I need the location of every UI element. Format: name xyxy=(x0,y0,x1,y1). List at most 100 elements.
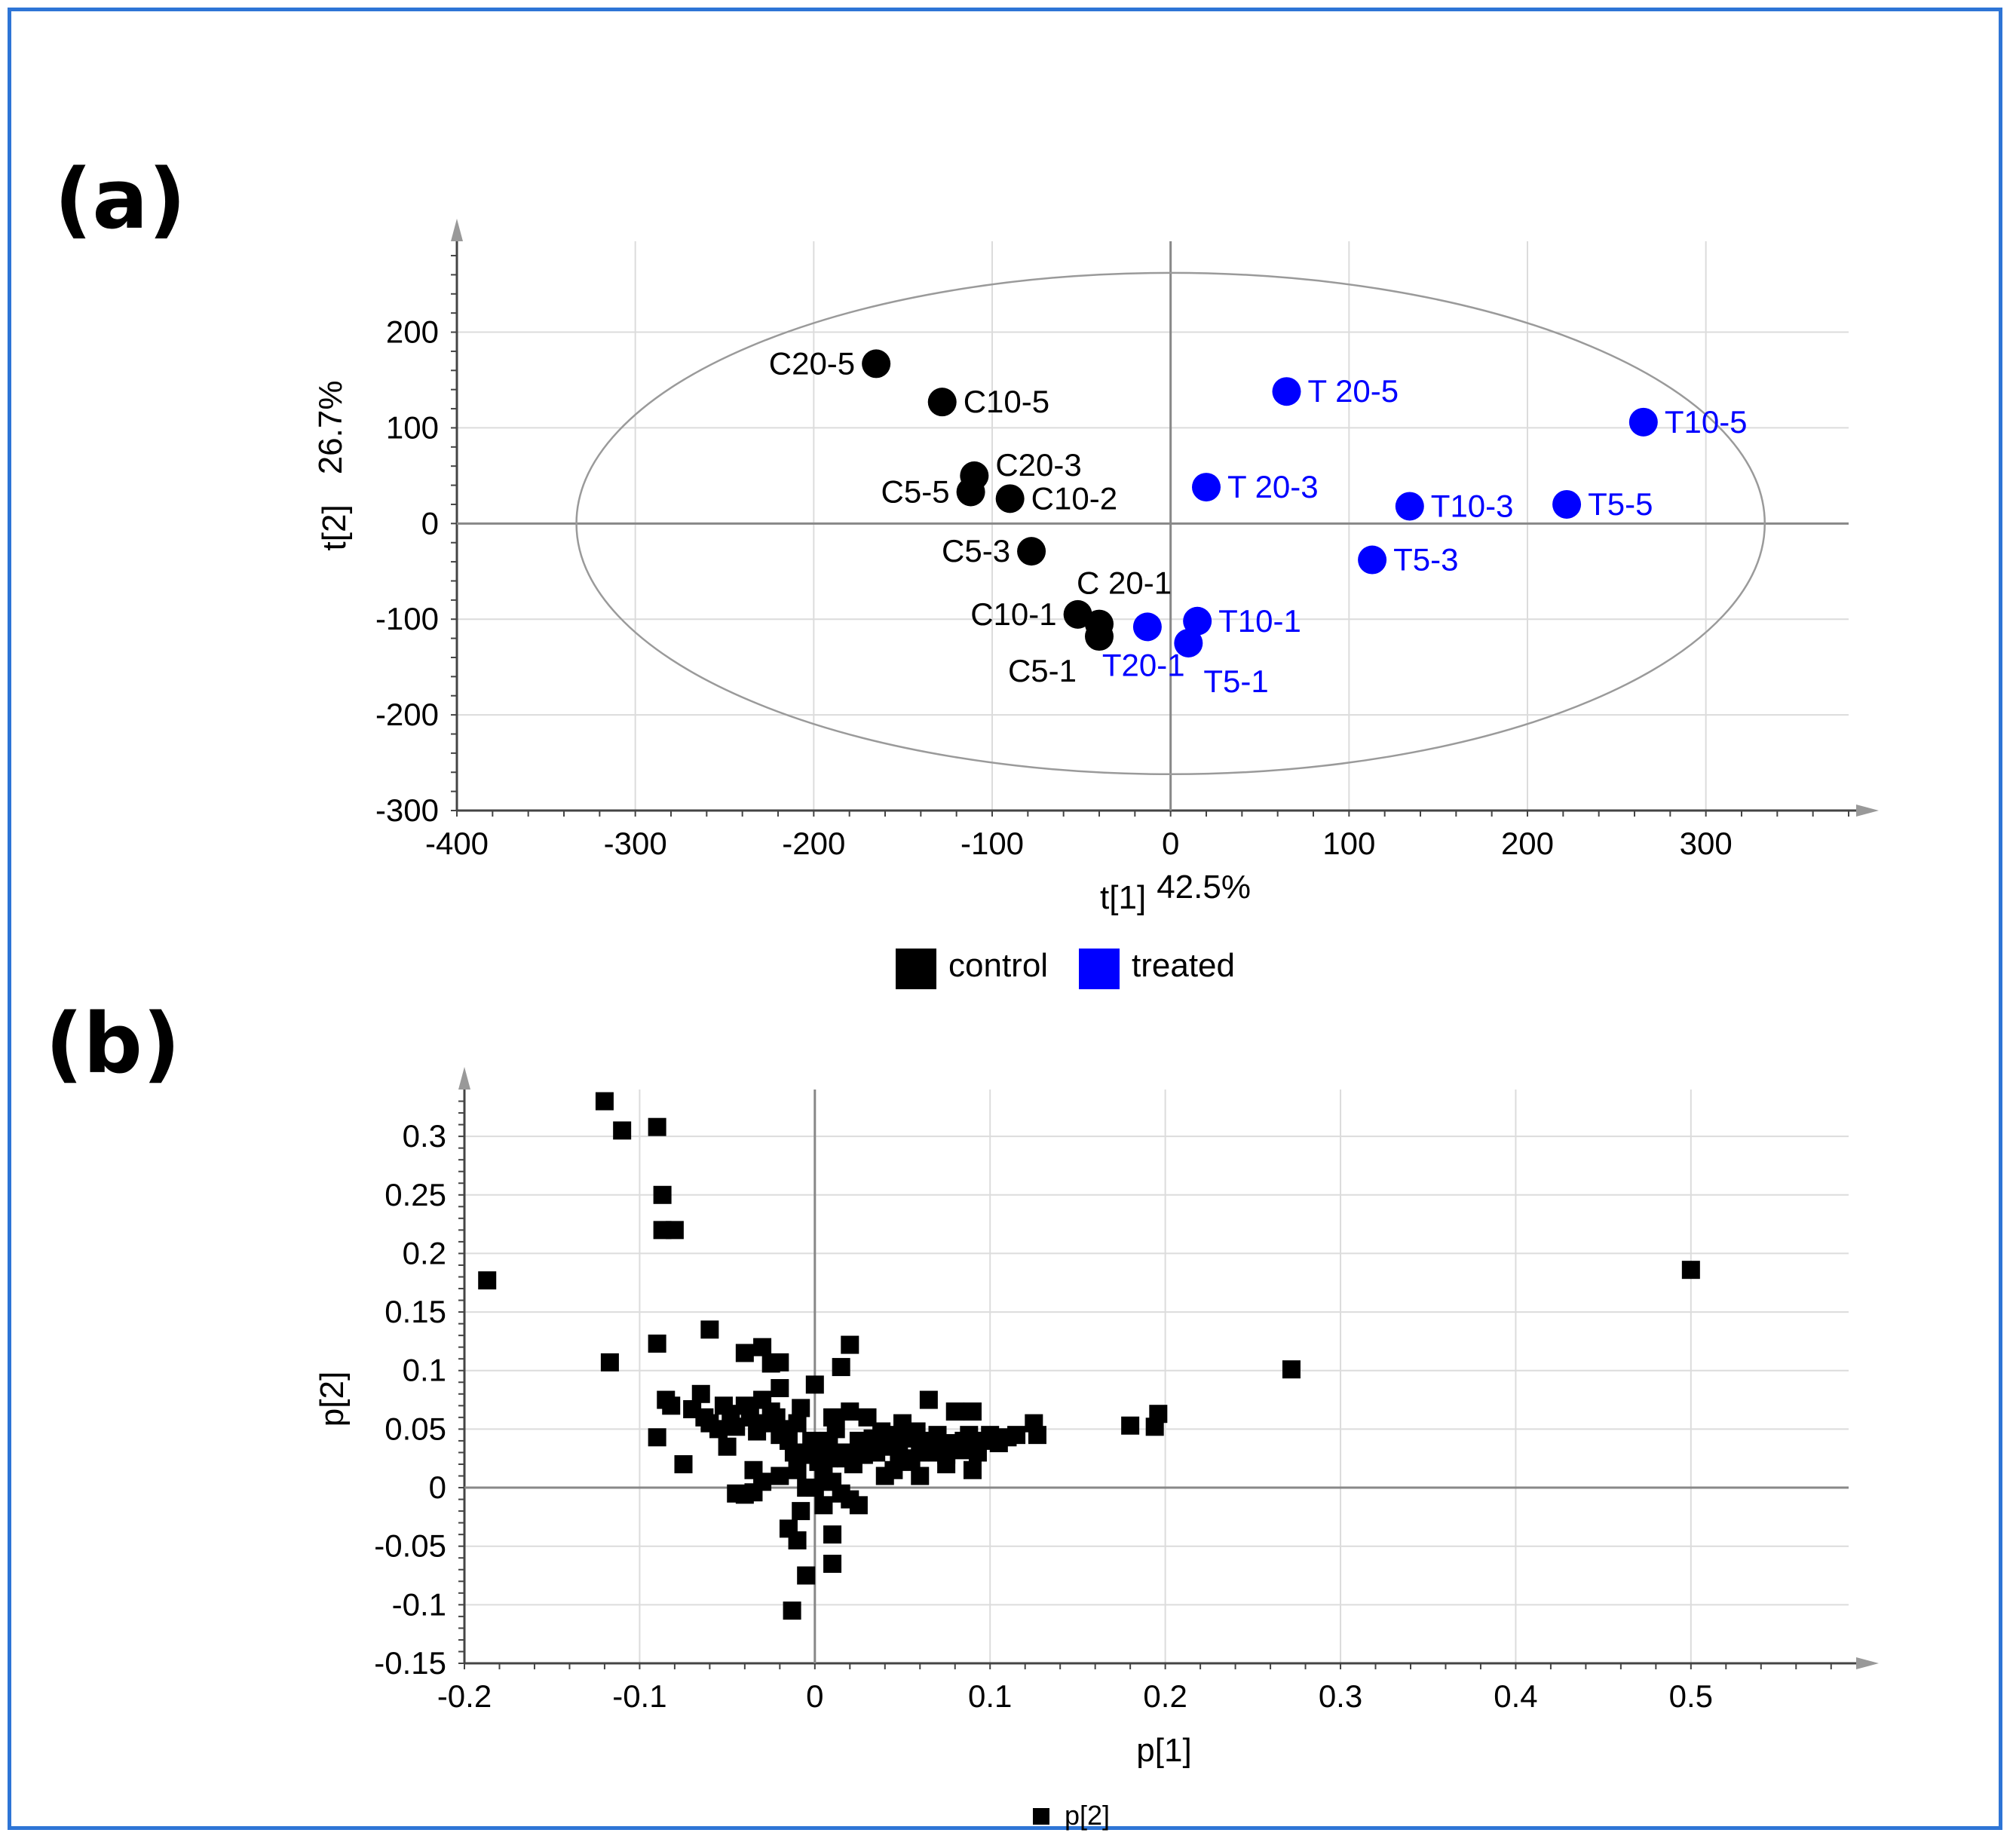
loading-point-marker xyxy=(826,1420,845,1439)
legend-swatch-control xyxy=(896,949,936,989)
y-axis-title: p[2] xyxy=(314,1372,351,1427)
loading-point-marker xyxy=(963,1460,982,1479)
x-tick-label: 0.4 xyxy=(1494,1678,1537,1714)
control-point-label: C10-1 xyxy=(970,596,1056,632)
loading-point-marker xyxy=(662,1396,681,1415)
control-point-label: C10-5 xyxy=(964,384,1049,419)
x-axis-title-percent: 42.5% xyxy=(1157,869,1251,906)
treated-point-marker xyxy=(1174,628,1203,657)
x-tick-label: 0 xyxy=(806,1678,823,1714)
control-point-marker xyxy=(1085,622,1114,651)
treated-point-label: T5-1 xyxy=(1203,664,1268,699)
control-point-marker xyxy=(995,484,1025,513)
loading-point-marker xyxy=(648,1117,666,1136)
y-tick-label: -100 xyxy=(375,601,439,636)
loading-point-marker xyxy=(805,1375,824,1394)
loading-point-marker xyxy=(744,1460,763,1479)
control-point-label: C10-2 xyxy=(1031,480,1117,516)
treated-point-label: T5-5 xyxy=(1588,486,1653,522)
x-tick-label: 0 xyxy=(1162,826,1179,861)
control-point-label: C 20-1 xyxy=(1077,565,1172,601)
y-tick-label: 0.1 xyxy=(403,1353,446,1388)
loading-point-marker xyxy=(841,1402,859,1421)
x-tick-label: -0.2 xyxy=(437,1678,492,1714)
treated-point-marker xyxy=(1395,492,1424,521)
control-point-label: C5-5 xyxy=(881,474,950,509)
x-tick-label: -100 xyxy=(961,826,1024,861)
x-tick-label: 0.2 xyxy=(1143,1678,1187,1714)
legend-swatch-treated xyxy=(1079,949,1120,989)
y-axis-title-name: t[2] xyxy=(316,504,353,550)
loading-point-marker xyxy=(674,1454,693,1473)
loading-point-marker xyxy=(648,1335,666,1353)
y-tick-label: 0.2 xyxy=(403,1235,446,1270)
loading-point-marker xyxy=(771,1379,789,1398)
y-tick-label: 200 xyxy=(386,314,439,350)
x-tick-label: 0.5 xyxy=(1669,1678,1713,1714)
x-tick-label: 0.1 xyxy=(968,1678,1012,1714)
control-point-label: C20-3 xyxy=(995,447,1081,483)
loading-point-marker xyxy=(963,1402,982,1421)
loading-point-marker xyxy=(797,1566,816,1585)
loading-point-marker xyxy=(875,1467,894,1485)
y-axis-title-percent: 26.7% xyxy=(312,381,349,475)
loading-point-marker xyxy=(792,1399,810,1418)
loading-point-marker xyxy=(735,1344,754,1362)
y-axis-arrow xyxy=(458,1067,470,1090)
loading-point-marker xyxy=(820,1449,838,1468)
y-tick-label: -0.1 xyxy=(392,1586,446,1622)
loading-point-marker xyxy=(700,1320,719,1339)
loading-point-marker xyxy=(954,1437,973,1456)
y-axis-title: t[2] 26.7% xyxy=(312,381,353,551)
x-tick-label: 100 xyxy=(1322,826,1375,861)
confidence-ellipse xyxy=(575,271,1766,776)
treated-point-label: T5-3 xyxy=(1393,542,1458,578)
loading-point-marker xyxy=(771,1353,789,1372)
control-point-label: C20-5 xyxy=(769,345,855,381)
loading-point-marker xyxy=(823,1525,842,1544)
loading-point-marker xyxy=(797,1479,816,1497)
loading-point-marker xyxy=(814,1467,833,1485)
x-tick-label: 0.3 xyxy=(1319,1678,1362,1714)
control-point-marker xyxy=(862,349,891,379)
x-tick-label: -400 xyxy=(425,826,489,861)
loading-point-marker xyxy=(911,1467,930,1485)
loading-point-marker xyxy=(792,1502,810,1521)
loading-point-marker xyxy=(771,1467,789,1485)
treated-point-label: T10-3 xyxy=(1431,488,1514,523)
loading-point-marker xyxy=(849,1496,868,1515)
panel-b-label: (b) xyxy=(45,995,181,1092)
y-tick-label: 0 xyxy=(421,505,439,541)
loading-point-marker xyxy=(832,1358,850,1377)
treated-point-marker xyxy=(1358,545,1387,575)
y-tick-label: 0.15 xyxy=(385,1294,446,1329)
legend-label-treated: treated xyxy=(1132,947,1235,984)
x-axis-title: p[1] xyxy=(1136,1732,1191,1769)
treated-point-marker xyxy=(1192,473,1221,502)
control-point-label: C5-3 xyxy=(942,533,1010,569)
loading-point-marker xyxy=(788,1531,807,1549)
loading-point-marker xyxy=(893,1449,912,1468)
loading-point-marker xyxy=(595,1092,614,1111)
treated-point-marker xyxy=(1552,489,1582,519)
legend-swatch-p2 xyxy=(1033,1808,1049,1825)
loading-point-marker xyxy=(665,1221,684,1240)
y-tick-label: -200 xyxy=(375,697,439,732)
loading-point-marker xyxy=(478,1271,497,1290)
loading-point-marker xyxy=(1681,1261,1700,1280)
treated-point-label: T 20-5 xyxy=(1308,373,1399,409)
x-tick-label: -0.1 xyxy=(612,1678,666,1714)
y-tick-label: -0.15 xyxy=(374,1645,446,1681)
loading-point-marker xyxy=(858,1437,877,1456)
loading-point-marker xyxy=(653,1185,672,1204)
loading-point-marker xyxy=(753,1338,772,1356)
treated-point-marker xyxy=(1272,377,1301,406)
x-tick-label: -300 xyxy=(604,826,667,861)
loading-point-marker xyxy=(691,1384,710,1403)
control-point-marker xyxy=(956,477,985,507)
control-point-marker xyxy=(1063,599,1092,629)
loading-point-marker xyxy=(823,1554,842,1573)
x-axis-arrow xyxy=(1856,1657,1879,1669)
y-tick-label: -300 xyxy=(375,792,439,828)
x-tick-label: 200 xyxy=(1501,826,1554,861)
